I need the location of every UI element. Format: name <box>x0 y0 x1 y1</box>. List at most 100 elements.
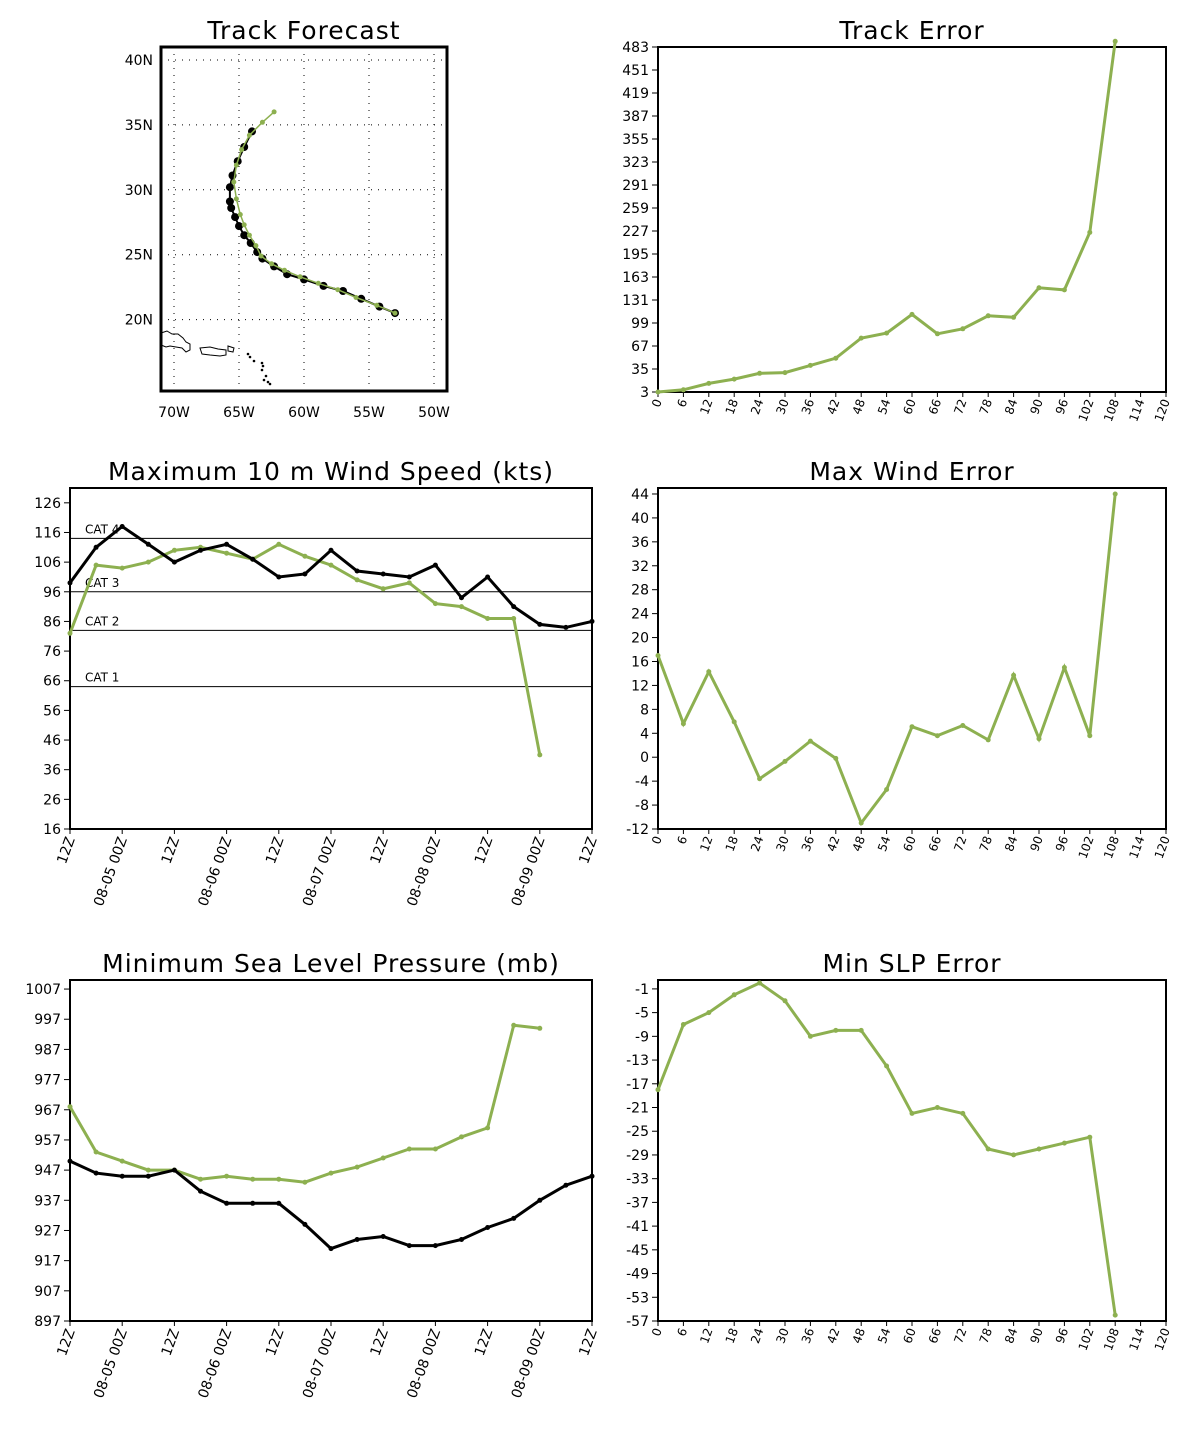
x-tick-label: 54 <box>875 397 893 416</box>
y-tick-label: 977 <box>34 1073 61 1089</box>
forecast-point <box>250 1176 256 1182</box>
forecast-point <box>354 577 360 583</box>
forecast-track-point <box>246 232 252 238</box>
y-tick-label: -37 <box>626 1195 649 1211</box>
y-tick-label: 24 <box>631 607 649 623</box>
x-tick-label: 12Z <box>54 835 78 866</box>
observed-point <box>432 1243 438 1249</box>
x-tick-label: 90 <box>1027 834 1045 853</box>
x-tick-label: 60W <box>288 405 320 421</box>
observed-point <box>67 1158 73 1164</box>
forecast-series-line <box>68 1023 540 1184</box>
x-tick-label: 36 <box>799 834 817 853</box>
y-tick-label: 44 <box>631 487 649 503</box>
error-point <box>1011 1152 1017 1158</box>
y-tick-label: -4 <box>635 774 649 790</box>
forecast-point <box>198 1176 203 1182</box>
observed-point <box>459 1237 464 1242</box>
error-point <box>985 313 991 319</box>
forecast-track-point <box>315 280 321 286</box>
y-tick-label: 28 <box>631 583 649 599</box>
y-tick-label: 116 <box>34 525 61 541</box>
error-point <box>1087 1134 1093 1140</box>
x-tick-label: 12Z <box>263 1327 287 1358</box>
y-tick-label: 323 <box>622 155 649 171</box>
y-tick-label: 131 <box>622 293 649 309</box>
x-tick-label: 120 <box>1152 1326 1173 1352</box>
error-point <box>934 733 940 739</box>
observed-point <box>563 624 569 630</box>
observed-point <box>93 544 99 550</box>
x-tick-label: 102 <box>1076 397 1097 423</box>
x-tick-label: 72 <box>951 1326 969 1345</box>
observed-point <box>276 574 282 580</box>
forecast-track-point <box>374 302 380 308</box>
forecast-point <box>67 1104 73 1110</box>
x-tick-label: 12Z <box>368 835 392 866</box>
forecast-point <box>511 1022 517 1028</box>
error-series-line <box>656 981 1117 1316</box>
forecast-point <box>67 630 73 636</box>
error-point <box>706 380 712 386</box>
landmass-outline <box>227 345 235 353</box>
observed-track-line <box>228 130 396 315</box>
forecast-point <box>145 559 151 565</box>
error-point <box>757 776 763 782</box>
forecast-track-point <box>269 261 274 267</box>
forecast-point <box>432 1146 438 1152</box>
x-tick-label: 65W <box>223 405 255 421</box>
error-point <box>1061 1140 1067 1146</box>
error-point <box>934 331 940 337</box>
x-tick-label: 54 <box>875 1326 893 1345</box>
y-tick-label: 46 <box>43 733 61 749</box>
forecast-point <box>328 562 334 568</box>
error-point <box>909 724 915 730</box>
panel-title: Track Error <box>838 16 984 45</box>
error-point <box>1112 1312 1118 1318</box>
forecast-track-point <box>353 295 359 300</box>
observed-point <box>145 1173 151 1179</box>
x-tick-label: 84 <box>1002 1326 1020 1345</box>
error-point <box>782 758 788 764</box>
forecast-point <box>485 1125 491 1131</box>
x-tick-label: 60 <box>900 1326 918 1345</box>
y-tick-label: 259 <box>622 201 649 217</box>
island-dot <box>260 368 264 372</box>
error-point <box>706 669 712 675</box>
error-point <box>757 980 763 986</box>
error-point <box>680 387 686 393</box>
y-tick-label: 355 <box>622 132 649 148</box>
y-tick-label: 3 <box>640 385 649 401</box>
forecast-track-point <box>392 310 398 316</box>
y-tick-label: 40 <box>631 511 649 527</box>
plot-frame <box>657 979 1167 1322</box>
error-series-line <box>656 493 1117 827</box>
forecast-point <box>537 1025 543 1031</box>
observed-point <box>119 1173 125 1179</box>
observed-point <box>250 556 256 562</box>
forecast-point <box>145 1167 151 1173</box>
y-tick-label: 32 <box>631 559 649 575</box>
observed-point <box>354 1237 360 1242</box>
error-point <box>731 992 737 998</box>
x-tick-label: 96 <box>1053 1326 1071 1345</box>
x-tick-label: 08-05 00Z <box>91 835 131 909</box>
y-tick-label: 483 <box>622 40 649 56</box>
y-tick-label: 163 <box>622 270 649 286</box>
forecast-point <box>485 616 491 621</box>
x-tick-label: 114 <box>1126 834 1147 860</box>
error-point <box>960 326 966 332</box>
y-tick-label: 86 <box>43 614 61 630</box>
forecast-track-point <box>231 179 237 185</box>
observed-point <box>537 621 543 627</box>
observed-track-point <box>227 204 236 212</box>
x-tick-label: 66 <box>926 834 944 853</box>
x-tick-label: 60 <box>900 834 918 853</box>
x-tick-label: 12Z <box>576 1327 600 1358</box>
forecast-track-point <box>246 132 252 138</box>
forecast-point <box>459 1134 464 1140</box>
forecast-track-point <box>335 287 341 293</box>
y-tick-label: -33 <box>626 1172 649 1188</box>
observed-track-point <box>225 197 234 206</box>
y-tick-label: 897 <box>34 1314 61 1330</box>
